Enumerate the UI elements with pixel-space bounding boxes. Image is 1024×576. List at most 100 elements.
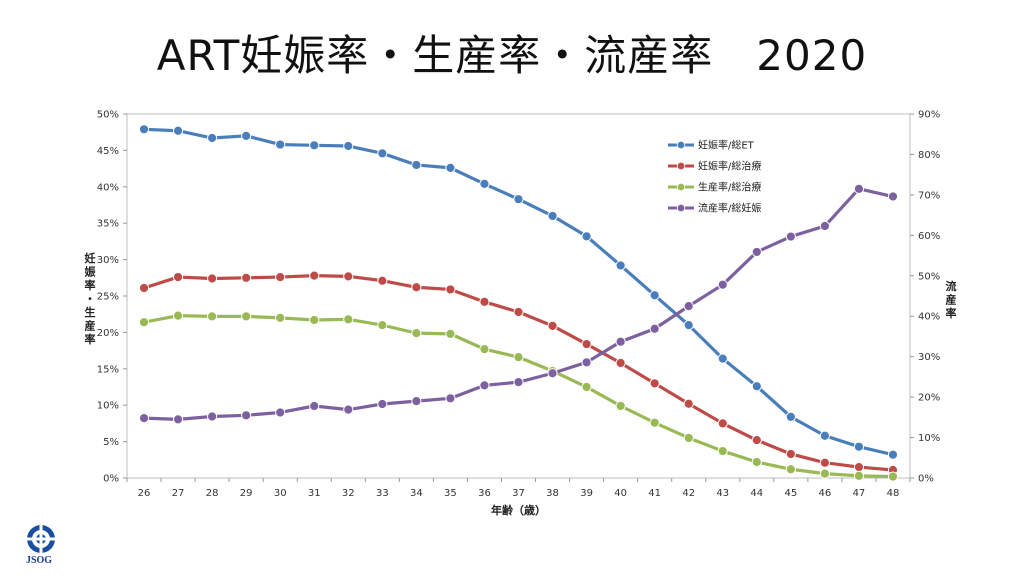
data-point-0 [138, 124, 150, 135]
x-tick-label: 46 [819, 488, 832, 499]
right-tick-label: 90% [918, 110, 940, 121]
legend-marker-3 [676, 203, 686, 213]
data-point-3 [547, 368, 558, 379]
x-tick-label: 28 [206, 488, 219, 499]
data-point-3 [615, 336, 626, 347]
data-point-0 [172, 125, 184, 136]
left-tick-label: 45% [97, 146, 119, 157]
x-tick-label: 30 [274, 488, 287, 499]
data-point-2 [615, 400, 626, 412]
data-point-0 [241, 130, 252, 141]
legend-label-0: 妊娠率/総ET [698, 139, 755, 152]
x-tick-label: 43 [716, 488, 729, 499]
data-point-0 [683, 320, 694, 331]
data-point-1 [717, 418, 728, 429]
x-axis-title: 年齢（歳） [491, 503, 546, 517]
data-point-3 [241, 410, 252, 421]
data-point-1 [581, 338, 592, 350]
data-point-1 [309, 270, 320, 281]
data-point-3 [819, 220, 830, 232]
data-point-0 [411, 159, 422, 171]
x-tick-label: 32 [342, 488, 355, 499]
y-left-title-char: 娠 [84, 265, 97, 279]
left-tick-label: 5% [103, 437, 119, 448]
left-tick-label: 0% [103, 474, 119, 485]
data-point-2 [751, 456, 762, 468]
y-left-title-char: 妊 [85, 251, 96, 265]
series-line-2 [143, 314, 894, 479]
data-point-3 [751, 246, 762, 258]
data-point-1 [411, 282, 422, 293]
left-tick-label: 30% [97, 255, 119, 266]
data-point-1 [241, 272, 252, 283]
data-point-0 [853, 441, 865, 452]
data-point-2 [853, 470, 865, 481]
right-tick-label: 0% [918, 474, 934, 485]
data-point-2 [138, 317, 150, 328]
y-left-title-char: ・ [85, 293, 96, 306]
x-tick-label: 41 [648, 488, 661, 499]
data-point-0 [649, 290, 660, 301]
legend-marker-0 [676, 140, 686, 150]
data-point-2 [513, 352, 524, 363]
x-tick-label: 40 [614, 488, 627, 499]
legend-marker-2 [676, 182, 686, 192]
right-tick-label: 20% [918, 393, 940, 404]
data-point-2 [683, 432, 694, 444]
data-point-3 [411, 396, 422, 407]
data-point-1 [785, 448, 796, 460]
data-point-3 [853, 183, 865, 194]
data-point-3 [887, 191, 899, 202]
right-tick-label: 50% [918, 271, 940, 282]
data-point-3 [275, 407, 286, 418]
left-tick-label: 25% [97, 292, 119, 303]
x-tick-label: 35 [444, 488, 457, 499]
data-point-1 [377, 275, 388, 286]
left-tick-label: 10% [97, 401, 119, 412]
data-point-0 [751, 381, 762, 392]
data-point-3 [172, 414, 184, 425]
data-point-2 [479, 344, 490, 355]
x-tick-label: 47 [853, 488, 866, 499]
y-left-title-char: 率 [85, 278, 96, 292]
x-tick-label: 38 [546, 488, 559, 499]
legend-label-1: 妊娠率/総治療 [698, 160, 761, 173]
legend-marker-1 [676, 161, 686, 171]
y-left-title-char: 産 [85, 319, 96, 333]
data-point-0 [513, 194, 524, 205]
data-point-0 [377, 148, 388, 159]
data-point-0 [309, 140, 320, 151]
right-tick-label: 40% [918, 312, 940, 323]
x-tick-label: 29 [240, 488, 253, 499]
x-tick-label: 42 [682, 488, 695, 499]
data-point-2 [207, 311, 218, 322]
series-line-1 [143, 274, 894, 472]
data-point-2 [649, 417, 660, 428]
data-point-3 [581, 357, 592, 368]
data-point-2 [785, 464, 796, 475]
x-tick-label: 27 [172, 488, 185, 499]
data-point-3 [717, 279, 728, 290]
left-tick-label: 50% [97, 110, 119, 121]
data-point-2 [887, 471, 899, 482]
logo-text: JSOG [25, 555, 53, 566]
data-point-2 [241, 311, 252, 322]
x-tick-label: 48 [887, 488, 900, 499]
data-point-0 [445, 162, 456, 173]
data-point-1 [649, 378, 660, 389]
data-point-0 [887, 449, 899, 460]
data-point-0 [717, 353, 728, 364]
y-left-title-char: 率 [85, 332, 96, 346]
data-point-2 [717, 445, 728, 457]
y-right-title-char: 率 [946, 306, 957, 320]
right-tick-label: 80% [918, 150, 940, 161]
data-point-0 [343, 140, 354, 152]
data-point-2 [309, 314, 320, 326]
data-point-2 [411, 328, 422, 339]
data-point-1 [615, 357, 626, 369]
data-point-1 [547, 320, 558, 331]
data-point-1 [751, 435, 762, 446]
data-point-0 [785, 411, 796, 422]
slide-title: ART妊娠率・生産率・流産率 2020 [156, 31, 868, 80]
data-point-3 [343, 404, 354, 415]
